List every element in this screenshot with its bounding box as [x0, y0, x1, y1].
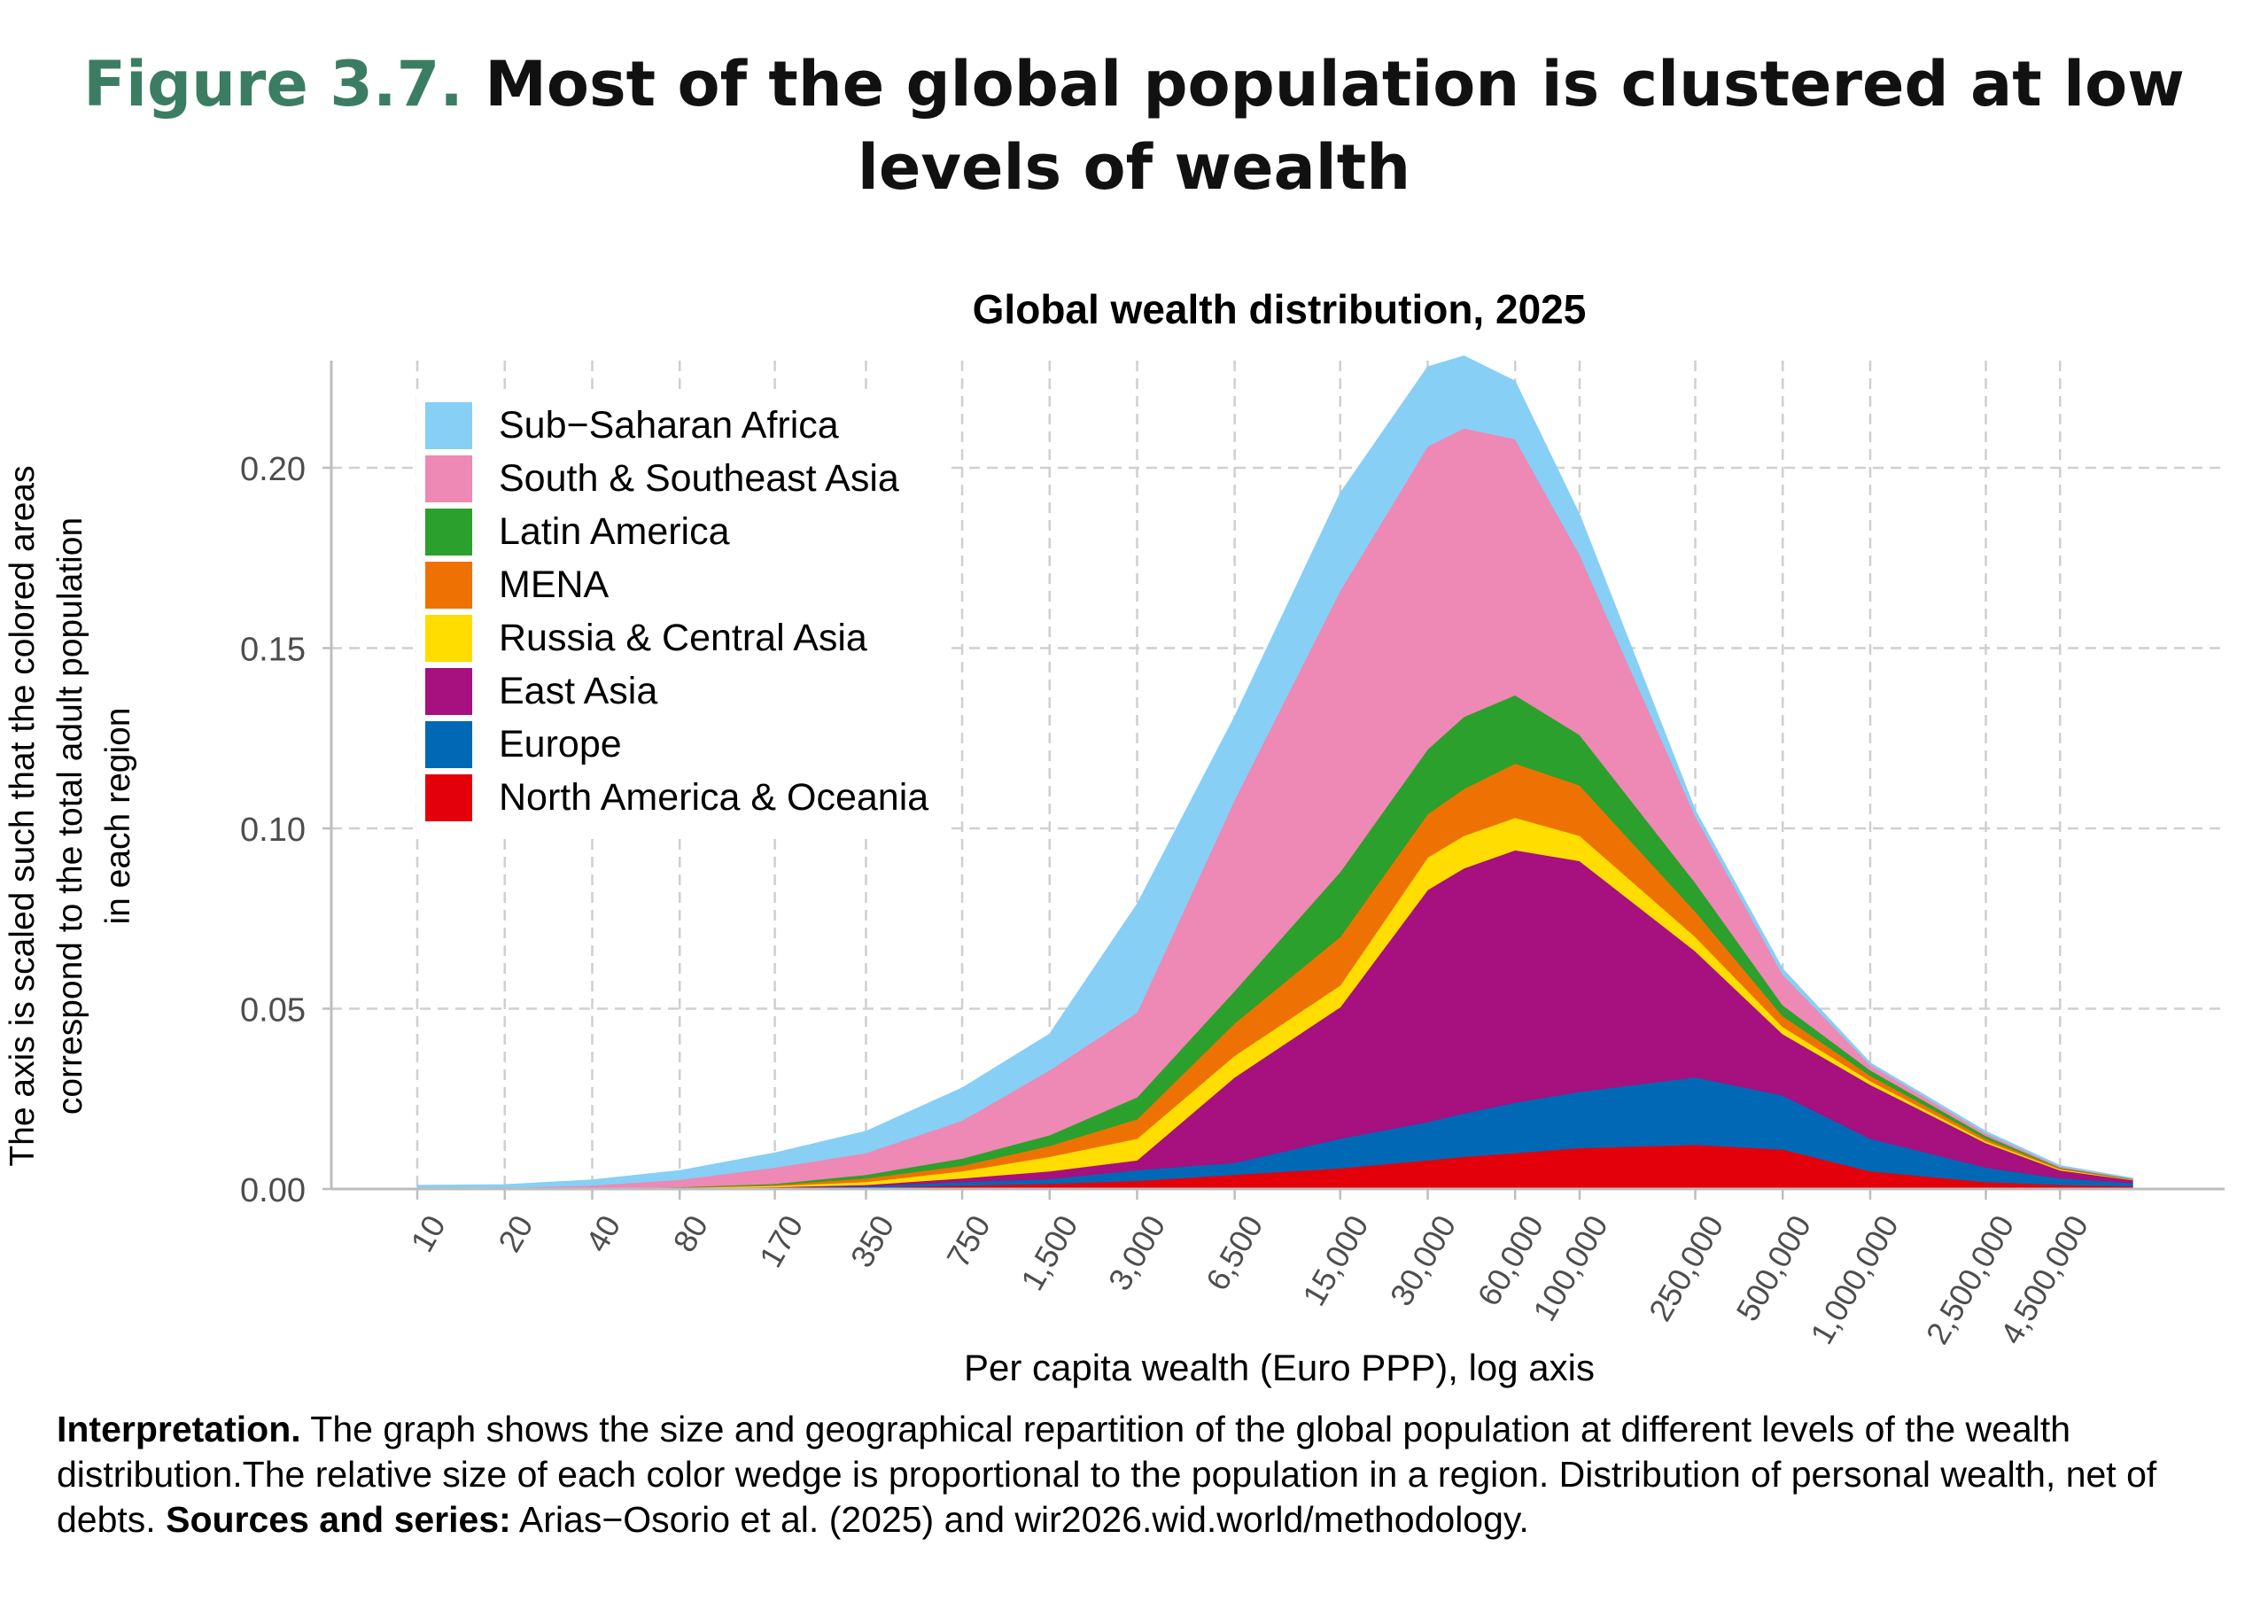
- x-tick-label: 1,000,000: [1803, 1209, 1906, 1350]
- y-tick-label: 0.10: [240, 812, 306, 849]
- legend-swatch: [425, 614, 472, 662]
- legend-swatch: [425, 455, 472, 502]
- sources-label: Sources and series:: [166, 1499, 511, 1540]
- figure-title-text: Most of the global population is cluster…: [485, 48, 2185, 204]
- x-tick-label: 3,000: [1101, 1209, 1173, 1297]
- sources-text: Arias−Osorio et al. (2025) and wir2026.w…: [510, 1499, 1529, 1540]
- legend-item: North America & Oceania: [425, 771, 928, 824]
- y-axis-title-line: correspond to the total adult population: [51, 517, 89, 1115]
- legend-item: East Asia: [425, 664, 928, 718]
- x-tick-label: 250,000: [1642, 1209, 1731, 1327]
- legend-item: Latin America: [425, 505, 928, 558]
- axes: [322, 361, 2225, 1200]
- legend-label: MENA: [499, 563, 610, 606]
- legend-swatch: [425, 720, 472, 768]
- interpretation-note: Interpretation. The graph shows the size…: [57, 1407, 2218, 1542]
- legend-label: Russia & Central Asia: [499, 616, 867, 659]
- figure-number: Figure 3.7.: [83, 48, 463, 120]
- legend-swatch: [425, 561, 472, 609]
- x-tick-label: 6,500: [1199, 1209, 1270, 1297]
- y-tick-label: 0.05: [240, 992, 306, 1030]
- legend-swatch: [425, 773, 472, 821]
- legend-label: Sub−Saharan Africa: [499, 403, 839, 447]
- x-tick-label: 15,000: [1295, 1209, 1376, 1312]
- x-tick-label: 20: [491, 1209, 540, 1258]
- legend-swatch: [425, 401, 472, 449]
- legend-item: Sub−Saharan Africa: [425, 399, 928, 452]
- x-tick-label: 1,500: [1014, 1209, 1085, 1297]
- x-tick-label: 170: [752, 1209, 811, 1274]
- y-tick-label: 0.15: [240, 632, 306, 669]
- chart-title: Global wealth distribution, 2025: [972, 286, 1587, 332]
- x-tick-label: 750: [939, 1209, 998, 1274]
- y-axis-title-line: The axis is scaled such that the colored…: [4, 465, 42, 1167]
- legend-label: South & Southeast Asia: [499, 456, 899, 500]
- legend-item: South & Southeast Asia: [425, 452, 928, 505]
- x-tick-label: 80: [665, 1209, 715, 1258]
- interpretation-text: The graph shows the size and geographica…: [57, 1409, 2157, 1540]
- y-axis-title: The axis is scaled such that the colored…: [0, 329, 143, 1303]
- x-tick-label: 40: [579, 1209, 628, 1258]
- y-axis-title-line: in each region: [99, 707, 137, 925]
- legend: Sub−Saharan Africa South & Southeast Asia…: [416, 390, 947, 833]
- x-tick-label: 500,000: [1728, 1209, 1818, 1327]
- legend-label: East Asia: [499, 669, 658, 712]
- figure-title: Figure 3.7. Most of the global populatio…: [0, 43, 2268, 209]
- y-tick-label: 0.20: [240, 451, 306, 488]
- area-sub-saharan-africa: [416, 355, 2133, 1189]
- y-tick-label: 0.00: [240, 1172, 306, 1209]
- legend-item: Europe: [425, 718, 928, 771]
- x-axis-title: Per capita wealth (Euro PPP), log axis: [964, 1347, 1595, 1388]
- legend-item: Russia & Central Asia: [425, 611, 928, 664]
- legend-label: Europe: [499, 722, 622, 765]
- area-series: [416, 355, 2133, 1190]
- legend-swatch: [425, 667, 472, 715]
- x-tick-label: 10: [403, 1209, 453, 1258]
- x-tick-label: 30,000: [1383, 1209, 1464, 1312]
- interpretation-label: Interpretation.: [57, 1409, 301, 1449]
- legend-label: Latin America: [499, 509, 730, 553]
- x-tick-label: 350: [843, 1209, 902, 1274]
- legend-item: MENA: [425, 558, 928, 611]
- legend-label: North America & Oceania: [499, 775, 929, 819]
- legend-swatch: [425, 508, 472, 556]
